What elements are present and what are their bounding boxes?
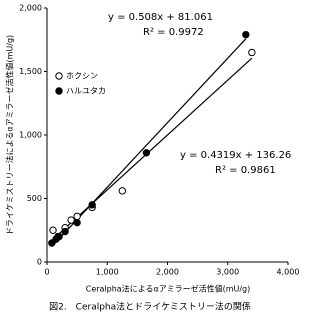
equation-box bbox=[106, 10, 214, 40]
trendline bbox=[52, 57, 253, 240]
y-axis-label: ドライケミストリー法によるαアミラーゼ活性値(mU/g) bbox=[5, 35, 15, 235]
point bbox=[248, 48, 256, 57]
x-axis-label: Ceralpha法によるαアミラーゼ活性値(mU/g) bbox=[86, 284, 251, 294]
y-tick-label: 1,000 bbox=[19, 131, 42, 140]
point bbox=[49, 226, 57, 234]
caption: 図2. Ceralpha法とドライケミストリー法の関係 bbox=[49, 301, 251, 313]
equation: y = 0.4319x + 136.26 bbox=[180, 150, 291, 161]
point bbox=[61, 227, 69, 236]
legend-marker bbox=[55, 72, 63, 80]
y-tick-label: 1,500 bbox=[19, 67, 42, 76]
legend-label: ハルユタカ bbox=[66, 87, 106, 96]
r-squared: R² = 0.9861 bbox=[215, 165, 276, 176]
point bbox=[242, 30, 250, 39]
chart: ドライケミストリー法によるαアミラーゼ活性値(mU/g) Ceralpha法によ… bbox=[5, 4, 300, 313]
r-squared: R² = 0.9972 bbox=[143, 27, 204, 38]
x-tick-label: 0 bbox=[44, 268, 49, 277]
point bbox=[67, 216, 75, 224]
y-tick-label: 2,000 bbox=[19, 4, 42, 13]
point bbox=[88, 201, 96, 209]
point bbox=[118, 187, 127, 195]
equation: y = 0.508x + 81.061 bbox=[108, 12, 213, 23]
point bbox=[73, 218, 81, 227]
trendline bbox=[51, 38, 247, 247]
point bbox=[55, 232, 63, 241]
equation-box bbox=[178, 148, 286, 178]
y-tick-label: 500 bbox=[27, 194, 42, 203]
point bbox=[73, 212, 81, 220]
x-tick-label: 2,000 bbox=[156, 268, 179, 277]
x-tick-label: 4,000 bbox=[277, 268, 300, 277]
x-tick-label: 3,000 bbox=[216, 268, 239, 277]
legend-marker bbox=[55, 87, 63, 95]
legend-box bbox=[53, 68, 115, 100]
point bbox=[142, 149, 151, 157]
x-tick-label: 1,000 bbox=[96, 268, 119, 277]
legend-label: ホクシン bbox=[66, 72, 98, 81]
y-tick-label: 0 bbox=[37, 258, 42, 267]
